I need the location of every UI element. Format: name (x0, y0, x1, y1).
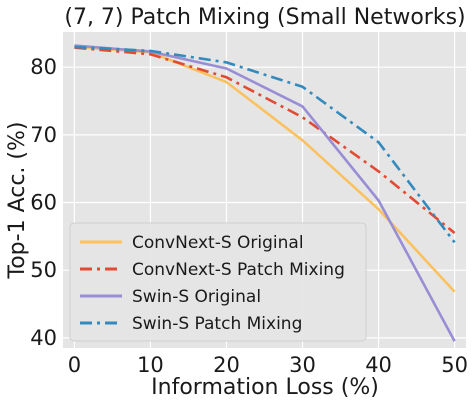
series-line-4 (74, 45, 456, 244)
y-tick-label: 70 (30, 123, 57, 147)
x-axis-label: Information Loss (%) (151, 375, 379, 400)
legend-label: Swin-S Original (132, 287, 261, 307)
legend: ConvNext-S Original ConvNext-S Patch Mixi… (69, 222, 367, 342)
x-tick-label: 20 (213, 353, 240, 377)
x-tick-label: 50 (441, 353, 468, 377)
series-line-2 (74, 46, 456, 235)
y-tick-labels: 40 50 60 70 80 (30, 55, 57, 350)
x-tick-labels: 0 10 20 30 40 50 (68, 353, 468, 377)
legend-box (69, 222, 367, 342)
legend-label: Swin-S Patch Mixing (132, 314, 302, 334)
x-tick-label: 10 (137, 353, 164, 377)
series-line-3 (74, 44, 456, 342)
y-tick-label: 50 (30, 258, 57, 282)
series-lines (74, 44, 456, 342)
legend-label: ConvNext-S Patch Mixing (132, 260, 345, 280)
y-axis-label: Top-1 Acc. (%) (5, 122, 30, 280)
x-tick-label: 0 (68, 353, 81, 377)
x-tick-label: 40 (365, 353, 392, 377)
y-tick-label: 40 (30, 326, 57, 350)
legend-label: ConvNext-S Original (132, 233, 304, 253)
y-tick-label: 60 (30, 191, 57, 215)
x-tick-label: 30 (289, 353, 316, 377)
y-tick-label: 80 (30, 55, 57, 79)
chart-title: (7, 7) Patch Mixing (Small Networks) (64, 5, 465, 30)
